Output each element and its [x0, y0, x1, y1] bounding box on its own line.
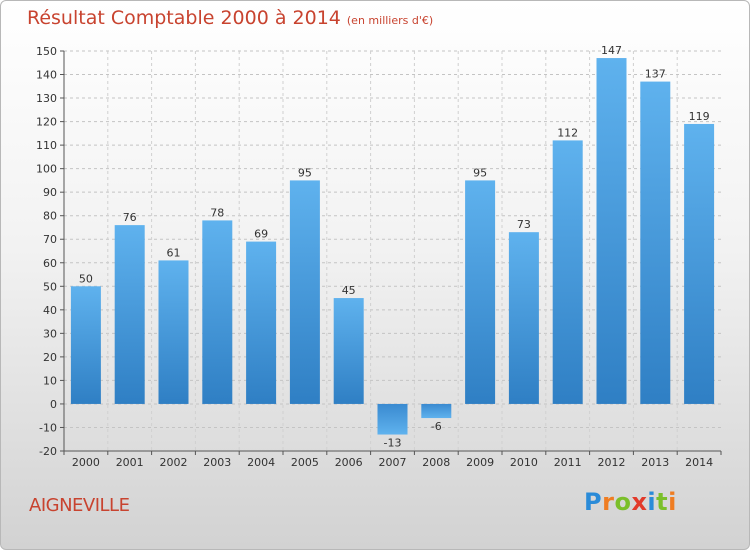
- x-tick-label: 2011: [554, 456, 582, 469]
- y-tick-label: 10: [43, 374, 57, 387]
- bar-2004: [246, 241, 277, 404]
- data-label: 76: [123, 211, 137, 224]
- bar-2010: [508, 232, 539, 404]
- y-tick-label: 0: [50, 398, 57, 411]
- x-tick-label: 2009: [466, 456, 494, 469]
- data-label: 95: [473, 166, 487, 179]
- chart-subtitle: (en milliers d'€): [346, 14, 434, 27]
- x-tick-label: 2005: [291, 456, 319, 469]
- y-tick-label: 100: [36, 163, 57, 176]
- bar-2007: [377, 403, 408, 435]
- x-tick-label: 2002: [160, 456, 188, 469]
- bar-2000: [70, 286, 101, 404]
- y-tick-label: 110: [36, 139, 57, 152]
- logo-letter: i: [668, 488, 677, 516]
- logo-letter: t: [656, 488, 669, 516]
- y-tick-label: 70: [43, 233, 57, 246]
- bar-2006: [333, 298, 364, 404]
- bar-2013: [640, 81, 671, 404]
- y-tick-label: -10: [39, 421, 57, 434]
- data-label: 147: [601, 44, 622, 57]
- data-label: -6: [431, 420, 442, 433]
- data-label: 119: [689, 110, 710, 123]
- y-tick-label: 50: [43, 280, 57, 293]
- x-tick-label: 2007: [379, 456, 407, 469]
- y-tick-label: 130: [36, 92, 57, 105]
- data-label: 61: [167, 246, 181, 259]
- y-tick-label: 150: [36, 45, 57, 58]
- data-label: -13: [384, 437, 402, 450]
- bar-2008: [421, 403, 452, 419]
- commune-name: AIGNEVILLE: [29, 495, 130, 516]
- x-tick-label: 2008: [422, 456, 450, 469]
- y-tick-label: 60: [43, 257, 57, 270]
- y-tick-label: 120: [36, 116, 57, 129]
- x-tick-label: 2003: [203, 456, 231, 469]
- label-layer: 50 76 61 78 69 95 45 -13 -6 95 73 112 147 137 119: [79, 44, 710, 449]
- data-label: 95: [298, 166, 312, 179]
- y-tick-label: 80: [43, 210, 57, 223]
- logo-letter: P: [584, 488, 603, 516]
- logo-letter: r: [602, 488, 615, 516]
- x-tick-label: 2000: [72, 456, 100, 469]
- bar-2002: [158, 260, 189, 404]
- proxiti-logo: Proxiti: [584, 488, 677, 516]
- bar-2012: [596, 58, 627, 404]
- data-label: 112: [557, 126, 578, 139]
- data-label: 50: [79, 272, 93, 285]
- bar-layer: [70, 58, 715, 435]
- chart-title: Résultat Comptable 2000 à 2014 (en millie…: [27, 7, 433, 29]
- y-tick-label: 20: [43, 351, 57, 364]
- x-tick-label: 2001: [116, 456, 144, 469]
- x-tick-label: 2004: [247, 456, 275, 469]
- x-tick-label: 2010: [510, 456, 538, 469]
- x-tick-label: 2014: [685, 456, 713, 469]
- y-tick-label: 30: [43, 327, 57, 340]
- y-tick-label: 140: [36, 69, 57, 82]
- bar-2009: [465, 180, 496, 404]
- x-tick-label: 2012: [598, 456, 626, 469]
- axis-layer: -20 -10 0 10 20 30 40 50 60 70 80 90 100 110 120 130 140…: [36, 45, 722, 469]
- data-label: 69: [254, 228, 268, 241]
- x-tick-label: 2006: [335, 456, 363, 469]
- y-tick-label: 40: [43, 304, 57, 317]
- bar-2003: [202, 220, 233, 404]
- bar-2001: [114, 225, 145, 404]
- data-label: 137: [645, 68, 666, 81]
- bar-2014: [684, 123, 715, 404]
- data-label: 78: [210, 206, 224, 219]
- logo-letter: x: [631, 488, 648, 516]
- data-label: 45: [342, 284, 356, 297]
- bar-2011: [552, 140, 583, 404]
- logo-letter: i: [647, 488, 657, 516]
- y-tick-label: -20: [39, 445, 57, 458]
- data-label: 73: [517, 218, 531, 231]
- bar-2005: [289, 180, 320, 404]
- chart-title-text: Résultat Comptable 2000 à 2014: [27, 7, 341, 29]
- y-tick-label: 90: [43, 186, 57, 199]
- x-tick-label: 2013: [641, 456, 669, 469]
- logo-letter: o: [614, 488, 632, 516]
